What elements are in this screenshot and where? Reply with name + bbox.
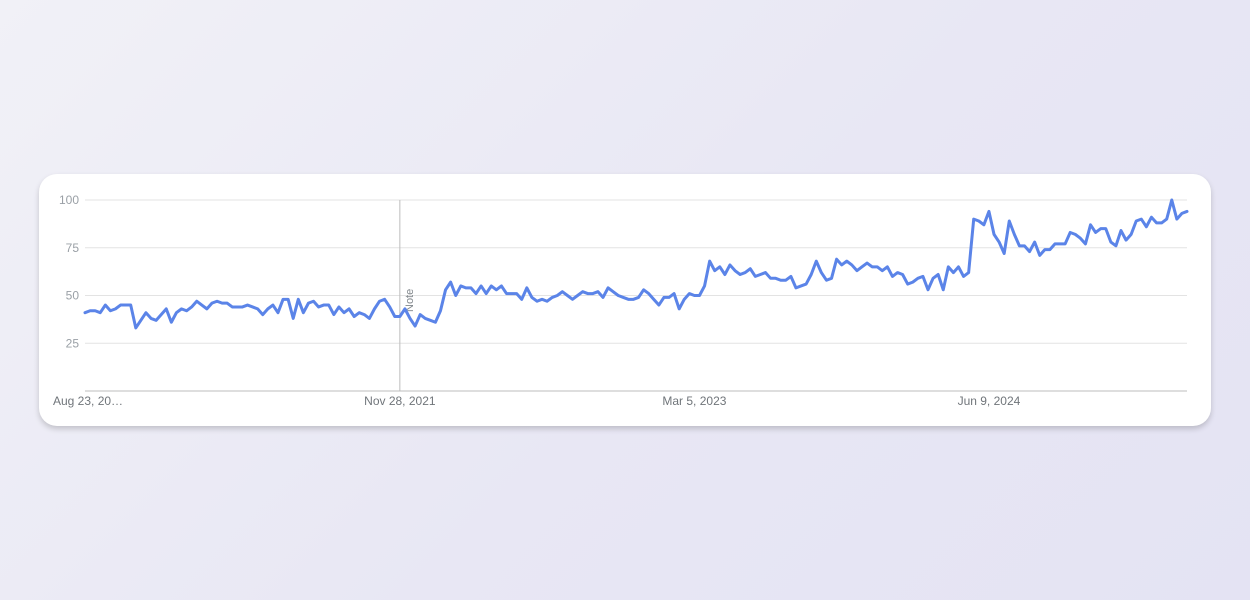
x-tick-label: Jun 9, 2024 xyxy=(958,394,1021,408)
x-tick-label: Mar 5, 2023 xyxy=(662,394,726,408)
x-axis-tick-labels: Aug 23, 20… Nov 28, 2021 Mar 5, 2023 Jun 9,… xyxy=(53,394,1021,408)
grid-lines xyxy=(85,199,1187,392)
chart-card: 25 50 75 100 Note Aug 23, 20… Nov 28, 2021 Ma… xyxy=(39,174,1211,426)
x-tick-label: Aug 23, 20… xyxy=(53,394,123,408)
y-tick-label: 25 xyxy=(66,336,80,350)
annotation-marker: Note xyxy=(399,200,416,391)
series-line-0 xyxy=(83,198,1189,330)
series-lines xyxy=(83,198,1189,330)
y-axis-tick-labels: 25 50 75 100 xyxy=(59,193,79,350)
interest-over-time-chart: 25 50 75 100 Note Aug 23, 20… Nov 28, 2021 Ma… xyxy=(53,193,1189,408)
y-tick-label: 50 xyxy=(66,289,80,303)
y-tick-label: 75 xyxy=(66,241,80,255)
x-tick-label: Nov 28, 2021 xyxy=(364,394,436,408)
annotation-label: Note xyxy=(404,289,416,312)
y-tick-label: 100 xyxy=(59,193,79,207)
